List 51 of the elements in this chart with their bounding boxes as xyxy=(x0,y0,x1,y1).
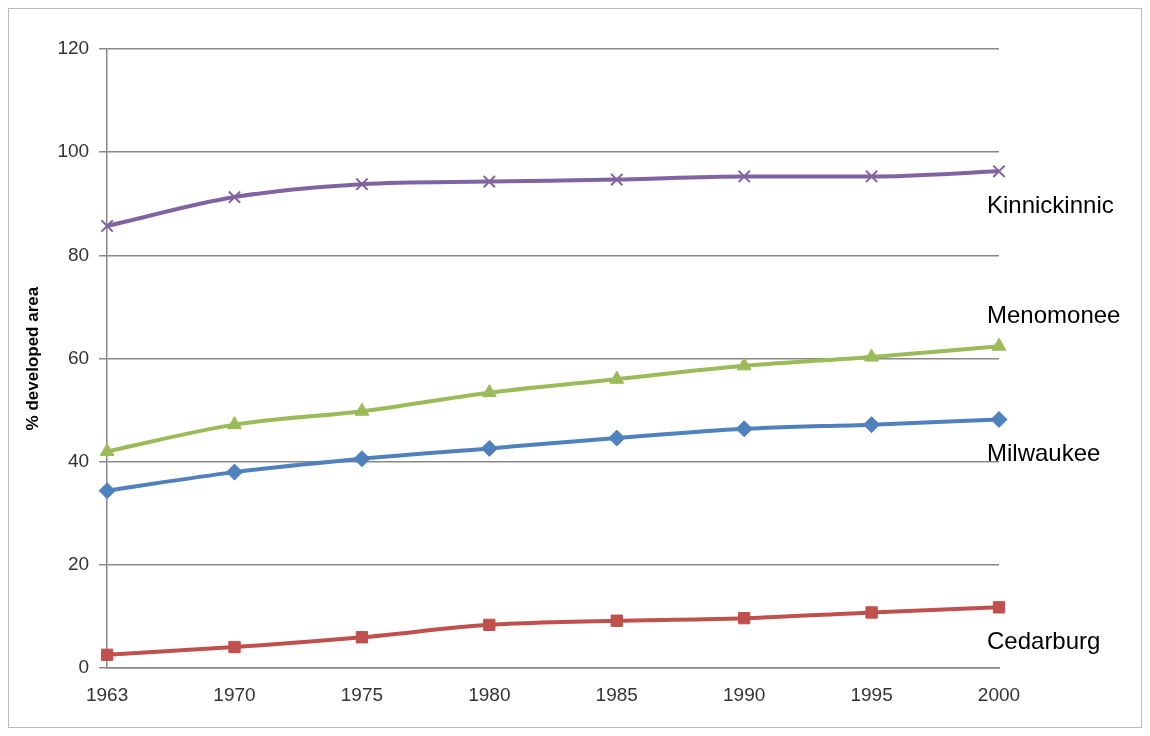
x-tick-label: 1990 xyxy=(723,683,766,705)
point xyxy=(736,357,752,371)
y-axis-title: % developed area xyxy=(22,286,42,431)
point xyxy=(735,420,753,438)
series-label: Cedarburg xyxy=(987,626,1101,654)
y-tick-label: 60 xyxy=(67,346,90,368)
point xyxy=(738,611,751,625)
series-label: Menomonee xyxy=(987,300,1121,328)
series-label: Milwaukee xyxy=(987,439,1101,467)
x-tick-label: 2000 xyxy=(977,683,1021,705)
point xyxy=(610,614,623,627)
point xyxy=(480,439,498,457)
point xyxy=(992,164,1006,178)
y-tick-label: 40 xyxy=(67,450,90,472)
point xyxy=(353,450,371,468)
x-tick-label: 1985 xyxy=(595,683,638,705)
point xyxy=(608,429,626,447)
point xyxy=(354,402,370,416)
point xyxy=(864,169,879,184)
point xyxy=(100,648,114,661)
y-tick-label: 20 xyxy=(67,553,90,575)
point xyxy=(865,606,878,619)
x-tick-label: 1980 xyxy=(468,683,511,705)
point xyxy=(98,482,116,500)
x-tick-label: 1963 xyxy=(85,683,129,705)
point xyxy=(481,384,497,398)
point xyxy=(863,416,881,434)
point xyxy=(990,410,1008,428)
point xyxy=(991,337,1007,351)
point xyxy=(355,177,369,191)
point xyxy=(227,416,242,430)
point xyxy=(482,174,496,189)
point xyxy=(610,172,624,187)
point xyxy=(992,601,1006,614)
point xyxy=(227,190,242,204)
x-tick-label: 1995 xyxy=(850,683,893,705)
point xyxy=(864,348,880,362)
point xyxy=(226,463,244,481)
series-label: Kinnickinnic xyxy=(987,190,1114,218)
x-tick-label: 1975 xyxy=(340,683,384,705)
point xyxy=(737,169,751,184)
point xyxy=(228,640,241,654)
point xyxy=(483,618,496,632)
point xyxy=(100,219,114,233)
y-tick-label: 120 xyxy=(57,37,90,59)
point xyxy=(355,631,369,644)
point xyxy=(609,370,625,384)
x-tick-label: 1970 xyxy=(213,683,256,705)
y-tick-label: 80 xyxy=(67,243,90,265)
y-tick-label: 0 xyxy=(78,656,90,678)
y-tick-label: 100 xyxy=(57,140,90,162)
